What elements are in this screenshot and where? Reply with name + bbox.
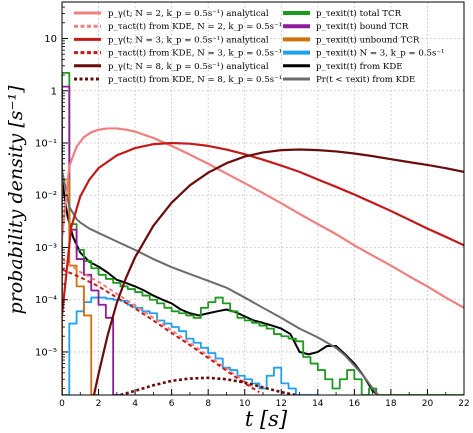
x-tick-label-0: 0 <box>59 399 65 409</box>
y-tick-label-6: 10⁻⁵ <box>35 347 57 358</box>
y-axis-label: probability density [s⁻¹] <box>5 85 27 315</box>
legend-label-8: p_τexit(t) unbound TCR <box>316 34 420 45</box>
grid <box>62 2 464 395</box>
series-line-5 <box>120 376 297 395</box>
legend-label-1: p_τact(t) from KDE, N = 2, k_p = 0.5s⁻¹ <box>108 21 282 32</box>
series-line-2 <box>62 141 464 316</box>
y-tick-label-0: 10 <box>44 34 57 45</box>
series-line-4 <box>92 148 464 395</box>
series-line-9 <box>62 296 318 395</box>
legend-label-5: p_τact(t) from KDE, N = 8, k_p = 0.5s⁻¹ <box>108 74 282 85</box>
legend-label-3: p_τact(t) from KDE, N = 3, k_p = 0.5s⁻¹ <box>108 48 282 59</box>
legend: p_γ(t; N = 2, k_p = 0.5s⁻¹) analytical p_… <box>74 8 444 85</box>
x-tick-label-10: 20 <box>422 399 434 409</box>
y-tick-label-4: 10⁻³ <box>35 243 57 254</box>
series-line-1 <box>62 258 255 390</box>
x-tick-label-8: 16 <box>349 399 361 409</box>
x-tick-label-9: 18 <box>385 399 397 409</box>
series-line-6 <box>62 71 464 395</box>
x-tick-label-5: 10 <box>239 399 251 409</box>
y-tick-label-1: 1 <box>51 86 57 97</box>
ticks: 0 2 4 6 8 10 12 14 16 18 20 22 10 1 10⁻¹ 10⁻² 10⁻³ 10⁻⁴ 10… <box>35 6 470 409</box>
series-group <box>62 71 464 395</box>
y-tick-label-5: 10⁻⁴ <box>35 295 57 306</box>
x-tick-label-11: 22 <box>458 399 469 409</box>
x-tick-label-7: 14 <box>312 399 324 409</box>
legend-label-0: p_γ(t; N = 2, k_p = 0.5s⁻¹) analytical <box>108 8 269 19</box>
y-tick-label-3: 10⁻² <box>35 191 57 202</box>
x-tick-label-6: 12 <box>276 399 287 409</box>
x-tick-label-2: 4 <box>132 399 138 409</box>
legend-label-6: p_τexit(t) total TCR <box>316 8 402 19</box>
series-line-11 <box>62 170 379 395</box>
series-line-10 <box>62 179 379 395</box>
y-tick-label-2: 10⁻¹ <box>35 138 57 149</box>
legend-label-10: p_τexit(t) from KDE <box>316 61 403 72</box>
x-axis-label: t [s] <box>245 407 288 431</box>
legend-label-7: p_τexit(t) bound TCR <box>316 21 409 32</box>
legend-label-2: p_γ(t; N = 3, k_p = 0.5s⁻¹) analytical <box>108 34 269 45</box>
legend-label-4: p_γ(t; N = 8, k_p = 0.5s⁻¹) analytical <box>108 61 269 72</box>
x-tick-label-3: 6 <box>169 399 175 409</box>
x-tick-label-4: 8 <box>205 399 211 409</box>
x-tick-label-1: 2 <box>96 399 102 409</box>
legend-label-11: Pr(t < τexit) from KDE <box>316 74 415 85</box>
legend-label-9: p_τexit(t) N = 3, k_p = 0.5s⁻¹ <box>316 48 444 59</box>
